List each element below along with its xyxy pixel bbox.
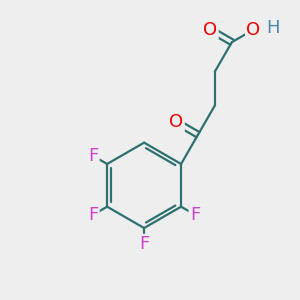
Text: O: O (247, 21, 261, 39)
Text: H: H (266, 19, 279, 37)
Text: F: F (88, 206, 98, 224)
Text: O: O (169, 113, 183, 131)
Text: O: O (203, 21, 217, 39)
Text: F: F (139, 235, 149, 253)
Text: F: F (190, 206, 200, 224)
Text: F: F (88, 147, 98, 165)
